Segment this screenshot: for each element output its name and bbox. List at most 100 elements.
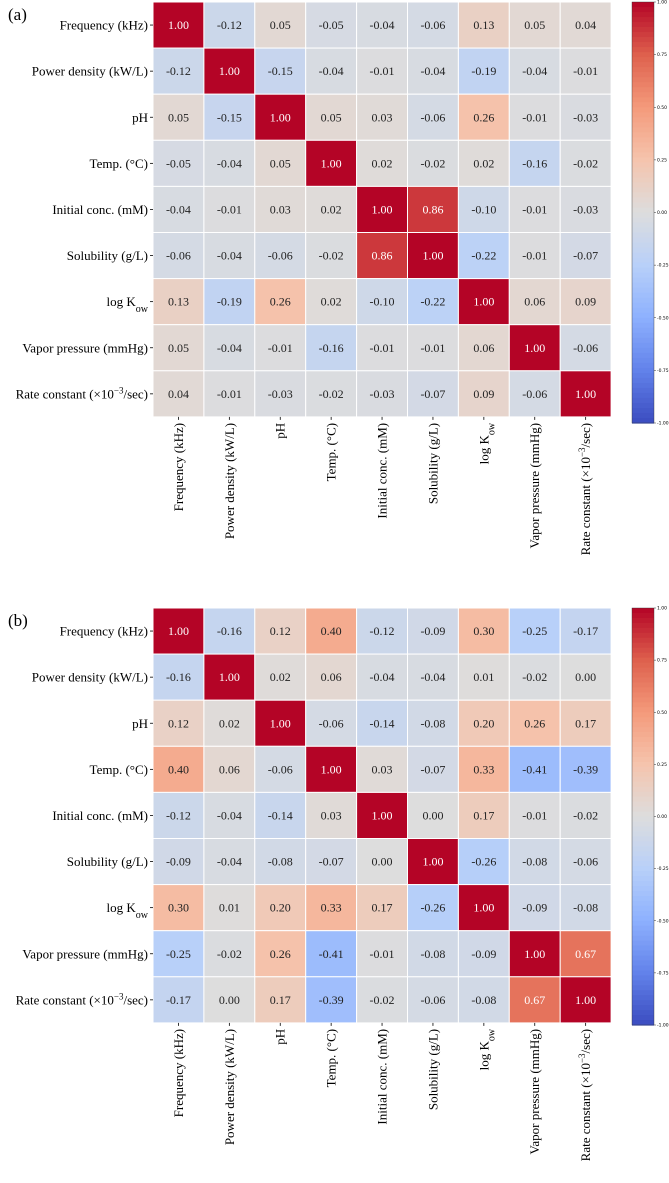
cell-value-label: -0.17 (573, 624, 598, 638)
cell-value-label: 0.02 (270, 670, 291, 684)
column-labels: Frequency (kHz) Power density (kW/L) pH Tem… (171, 1022, 593, 1161)
colorbar-segment (632, 642, 654, 649)
heatmap-cell (305, 930, 358, 978)
colorbar-segment (632, 97, 654, 103)
colorbar-segment (632, 277, 654, 284)
cell-value-label: -0.22 (471, 249, 496, 263)
colorbar-segment (632, 362, 654, 369)
cell-value-label: 1.00 (422, 249, 443, 263)
cell-value-label: -0.16 (166, 670, 191, 684)
cell-value-label: -0.16 (522, 156, 547, 170)
cell-value-label: 0.03 (372, 762, 393, 776)
column-label: Initial conc. (mM) (375, 1029, 390, 1125)
cell-value-label: 0.17 (473, 808, 494, 822)
colorbar-segment (632, 682, 654, 689)
heatmap-cell (305, 791, 358, 839)
cell-value-label: -0.04 (217, 156, 242, 170)
heatmap-cell (254, 370, 307, 418)
heatmap-cell (356, 976, 409, 1024)
colorbar-segment (632, 980, 654, 986)
cell-value-label: -0.09 (420, 624, 445, 638)
column-label: Rate constant (×10−3/sec) (577, 423, 593, 555)
colorbar-segment (632, 652, 654, 659)
cell-value-label: 1.00 (473, 901, 494, 915)
cell-value-label: -0.02 (573, 156, 598, 170)
heatmap-cell (254, 232, 307, 280)
cell-value-label: -0.01 (370, 64, 395, 78)
cell-value-label: -0.22 (420, 295, 445, 309)
heatmap-cell (559, 93, 612, 141)
cell-value-label: 0.33 (473, 762, 494, 776)
cell-value-label: 0.03 (321, 808, 342, 822)
heatmap-cell (356, 930, 409, 978)
colorbar-segment (632, 811, 654, 818)
heatmap-cell (152, 976, 205, 1024)
cell-value-label: -0.04 (420, 64, 445, 78)
cell-value-label: -0.08 (573, 901, 598, 915)
heatmap-cell (254, 930, 307, 978)
colorbar-segment (632, 751, 654, 758)
cell-value-label: -0.01 (420, 341, 445, 355)
cell-value-label: 0.03 (372, 110, 393, 124)
cell-value-label: -0.04 (166, 202, 191, 216)
heatmap-cell (305, 93, 358, 141)
cell-value-label: -0.17 (166, 993, 191, 1007)
colorbar-segment (632, 717, 654, 723)
cell-value-label: 1.00 (168, 624, 189, 638)
heatmap-cell (305, 607, 358, 655)
cell-value-label: 1.00 (270, 110, 291, 124)
cell-value-label: -0.06 (166, 249, 191, 263)
cell-value-label: -0.01 (522, 808, 547, 822)
colorbar-segment (632, 292, 654, 299)
colorbar-segment (632, 905, 654, 912)
colorbar-segment (632, 776, 654, 783)
colorbar-segment (632, 692, 654, 698)
cell-value-label: -0.06 (573, 855, 598, 869)
cell-value-label: -0.06 (319, 716, 344, 730)
column-label: Frequency (kHz) (171, 1029, 186, 1117)
colorbar-segment (632, 881, 654, 887)
colorbar-segment (632, 697, 654, 703)
cell-value-label: -0.01 (522, 249, 547, 263)
cell-value-label: 0.05 (270, 18, 291, 32)
cell-value-label: 0.86 (422, 202, 443, 216)
row-label: log Kow (107, 900, 149, 921)
colorbar-segment (632, 297, 654, 304)
heatmap-cell (508, 745, 561, 793)
colorbar-segment (632, 747, 654, 753)
colorbar-segment (632, 876, 654, 882)
cell-value-label: -0.04 (217, 341, 242, 355)
colorbar-segment (632, 202, 654, 209)
column-label: Vapor pressure (mmHg) (527, 1029, 542, 1155)
colorbar-segment (632, 910, 654, 917)
colorbar-segment (632, 112, 654, 118)
colorbar-segment (632, 407, 654, 414)
cell-value-label: -0.16 (217, 624, 242, 638)
heatmap-cell (508, 838, 561, 886)
cell-value-label: -0.05 (166, 156, 191, 170)
heatmap-cell (152, 278, 205, 326)
colorbar-segment (632, 637, 654, 644)
colorbar-segment (632, 727, 654, 733)
cell-value-label: -0.04 (217, 855, 242, 869)
cell-value-label: -0.08 (471, 993, 496, 1007)
cell-value-label: 0.00 (575, 670, 596, 684)
heatmap-cells (152, 607, 612, 1024)
colorbar-tick-label: 0.50 (657, 710, 667, 716)
colorbar-segment (632, 312, 654, 319)
colorbar-segment (632, 672, 654, 679)
cell-value-label: 1.00 (321, 156, 342, 170)
colorbar-segment (632, 147, 654, 153)
cell-value-label: -0.14 (268, 808, 293, 822)
row-label: Temp. (°C) (90, 762, 148, 777)
heatmap-cell (203, 93, 256, 141)
heatmap-cell (559, 139, 612, 187)
cell-value-label: 1.00 (321, 762, 342, 776)
cell-value-label: 0.02 (321, 202, 342, 216)
cell-value-label: -0.25 (522, 624, 547, 638)
colorbar-tick-label: 0.00 (657, 814, 667, 820)
cell-value-label: 1.00 (219, 670, 240, 684)
cell-value-label: -0.19 (217, 295, 242, 309)
heatmap-cell (203, 370, 256, 418)
colorbar-segment (632, 227, 654, 234)
